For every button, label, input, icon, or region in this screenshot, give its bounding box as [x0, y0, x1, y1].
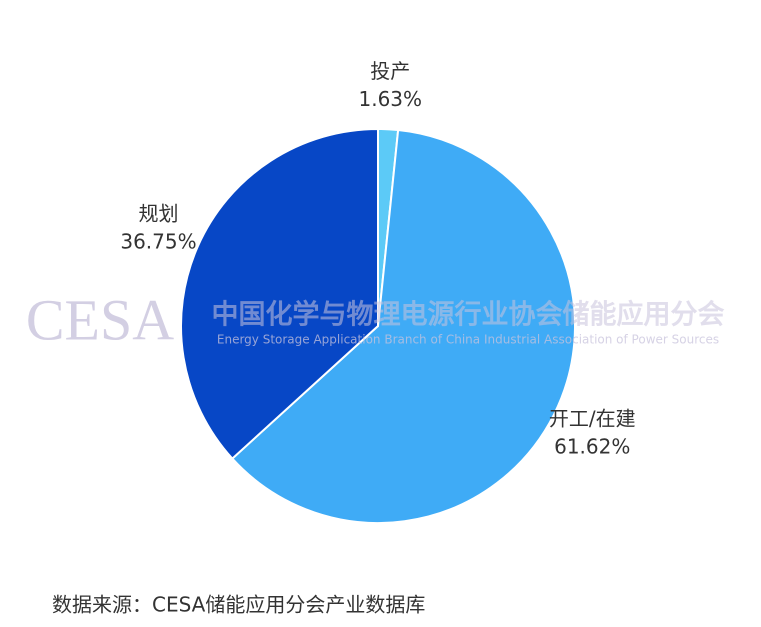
slice-label: 投产	[370, 59, 410, 83]
watermark-title: 中国化学与物理电源行业协会储能应用分会	[212, 299, 725, 331]
pie	[180, 127, 576, 524]
slice-label: 规划	[138, 201, 178, 225]
watermark-subtitle: Energy Storage Application Branch of Chi…	[217, 333, 719, 347]
slice-value: 61.62%	[554, 435, 630, 459]
slice-value: 1.63%	[359, 87, 423, 111]
slice-label: 开工/在建	[549, 407, 636, 431]
slice-value: 36.75%	[120, 229, 196, 253]
pie-slice	[230, 128, 576, 524]
pie-slice	[180, 127, 379, 460]
watermark-logo: CESA	[26, 287, 174, 352]
source-note: 数据来源：CESA储能应用分会产业数据库	[52, 593, 425, 617]
